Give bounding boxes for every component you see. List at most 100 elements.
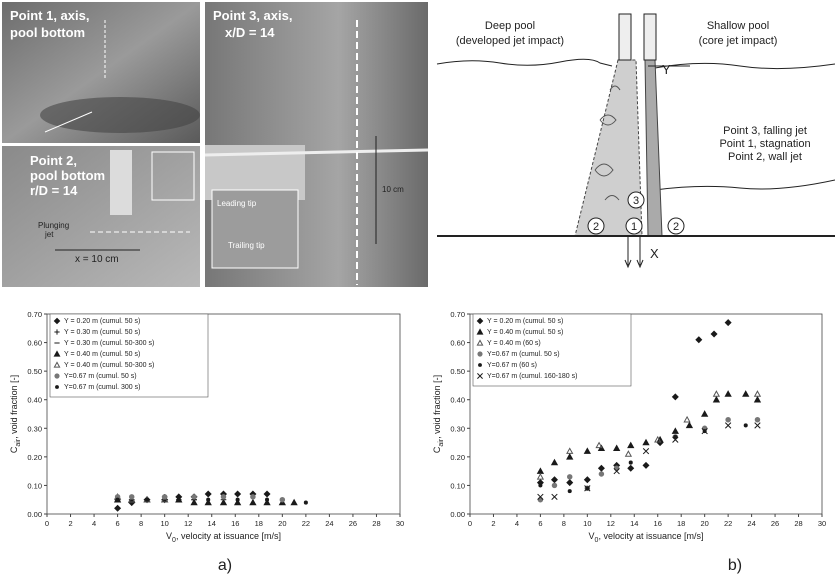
y-axis-label: Cair, void fraction [-] [432, 375, 445, 453]
data-point [279, 496, 286, 503]
caption: a) [218, 557, 232, 574]
y-axis-text: , void fraction [-] [9, 375, 19, 439]
legend-label: Y = 0.40 m (cumul. 50 s) [487, 329, 563, 336]
data-point [161, 495, 169, 503]
data-point [583, 476, 591, 484]
data-point [551, 493, 558, 501]
x-tick-label: 20 [278, 519, 286, 528]
data-point [654, 435, 662, 443]
x-tick-label: 18 [255, 519, 263, 528]
diagram-label: Point 2, wall jet [728, 151, 802, 163]
data-point [624, 450, 633, 457]
y-axis-symbol: C [432, 446, 442, 453]
nozzle [618, 13, 632, 61]
point-number: 3 [633, 195, 639, 207]
data-point [627, 464, 635, 472]
x-tick-label: 24 [325, 519, 333, 528]
x-tick-label: 30 [396, 519, 404, 528]
y-axis-text: , void fraction [-] [432, 375, 442, 439]
data-point [672, 436, 679, 443]
data-point [712, 390, 721, 397]
chart: 0.000.100.200.300.400.500.600.700 2 4 6 8 10 1… [9, 310, 404, 544]
point-marker [667, 217, 685, 235]
y-tick-label: 0.40 [27, 396, 42, 405]
y-tick-label: 0.10 [27, 481, 42, 490]
diagram: 3 1 2 2 Deep pool (developed jet impact)… [436, 13, 835, 269]
x-tick-label: 22 [302, 519, 310, 528]
legend-label: Y=0.67 m (cumul. 50 s) [487, 351, 560, 358]
chart: 0.000.100.200.300.400.500.600.700 2 4 6 8 10 1… [432, 310, 826, 544]
data-point [219, 498, 228, 506]
data-point [191, 494, 197, 500]
data-point [673, 434, 678, 439]
data-point [263, 498, 271, 506]
data-point [613, 467, 620, 475]
data-point [536, 467, 545, 474]
data-point [538, 483, 543, 488]
legend-marker [53, 317, 61, 325]
data-point [206, 497, 211, 502]
data-point [235, 497, 240, 502]
legend-marker [54, 329, 60, 335]
legend-label: Y = 0.30 m (cumul. 50-300 s) [64, 340, 154, 347]
x-tick-label: 6 [538, 519, 542, 528]
data-point [551, 482, 558, 489]
x-tick-label: 8 [139, 519, 143, 528]
arrow-head [624, 259, 644, 269]
x-tick-label: 16 [231, 519, 239, 528]
data-point [628, 460, 633, 465]
legend-label: Y=0.67 m (cumul. 50 s) [64, 373, 137, 380]
x-tick-label: 0 [468, 519, 472, 528]
legend-marker [477, 373, 483, 379]
y-tick-label: 0.70 [27, 310, 42, 319]
x-tick-label: 20 [700, 519, 708, 528]
legend-box [472, 313, 632, 387]
diagram-label: (developed jet impact) [456, 35, 564, 47]
photo-1: Point 1, axis, pool bottom [2, 2, 200, 143]
x-axis-symbol: V [589, 531, 595, 541]
y-axis-label: Cair, void fraction [-] [9, 375, 22, 453]
data-point [537, 493, 544, 501]
data-point [566, 453, 574, 460]
photo-3: Point 3, axis, x/D = 14 Leading tip Trai… [204, 2, 429, 287]
plot-frame [469, 313, 823, 515]
y-axis-subscript: air [15, 438, 22, 446]
data-point [176, 497, 181, 502]
data-point [204, 490, 212, 498]
legend-label: Y = 0.20 m (cumul. 50 s) [487, 318, 563, 325]
data-point [642, 438, 650, 446]
diagram-label: Point 3, falling jet [723, 125, 807, 137]
photo-label: pool bottom [30, 168, 105, 183]
data-point [753, 390, 762, 397]
x-tick-label: 30 [818, 519, 826, 528]
data-point [190, 498, 198, 506]
y-tick-label: 0.60 [450, 339, 465, 348]
data-point [566, 479, 574, 487]
data-point [144, 497, 150, 502]
data-point [536, 473, 545, 480]
y-tick-label: 0.00 [450, 510, 465, 519]
x-tick-label: 26 [349, 519, 357, 528]
legend-marker [55, 385, 59, 389]
data-point [613, 444, 621, 452]
x-tick-label: 28 [794, 519, 802, 528]
data-point [725, 416, 731, 423]
point-number: 2 [593, 221, 599, 233]
x-axis-subscript: 0 [595, 537, 599, 544]
legend-marker [478, 363, 482, 367]
photo-label: Point 3, axis, [213, 8, 292, 23]
legend-label: Y=0.67 m (60 s) [487, 362, 537, 369]
x-axis-label: V0, velocity at issuance [m/s] [166, 531, 281, 544]
y-tick-label: 0.50 [27, 367, 42, 376]
legend-marker [476, 328, 484, 335]
photo-label: Point 1, axis, [10, 8, 89, 23]
x-tick-label: 12 [184, 519, 192, 528]
data-point [642, 447, 650, 455]
photo-shade [40, 97, 200, 133]
y-tick-label: 0.20 [27, 453, 42, 462]
data-point [264, 497, 270, 502]
data-point [114, 504, 122, 512]
caption: b) [728, 557, 742, 574]
photo-arrow [44, 111, 93, 133]
y-axis-symbol: C [9, 446, 19, 453]
